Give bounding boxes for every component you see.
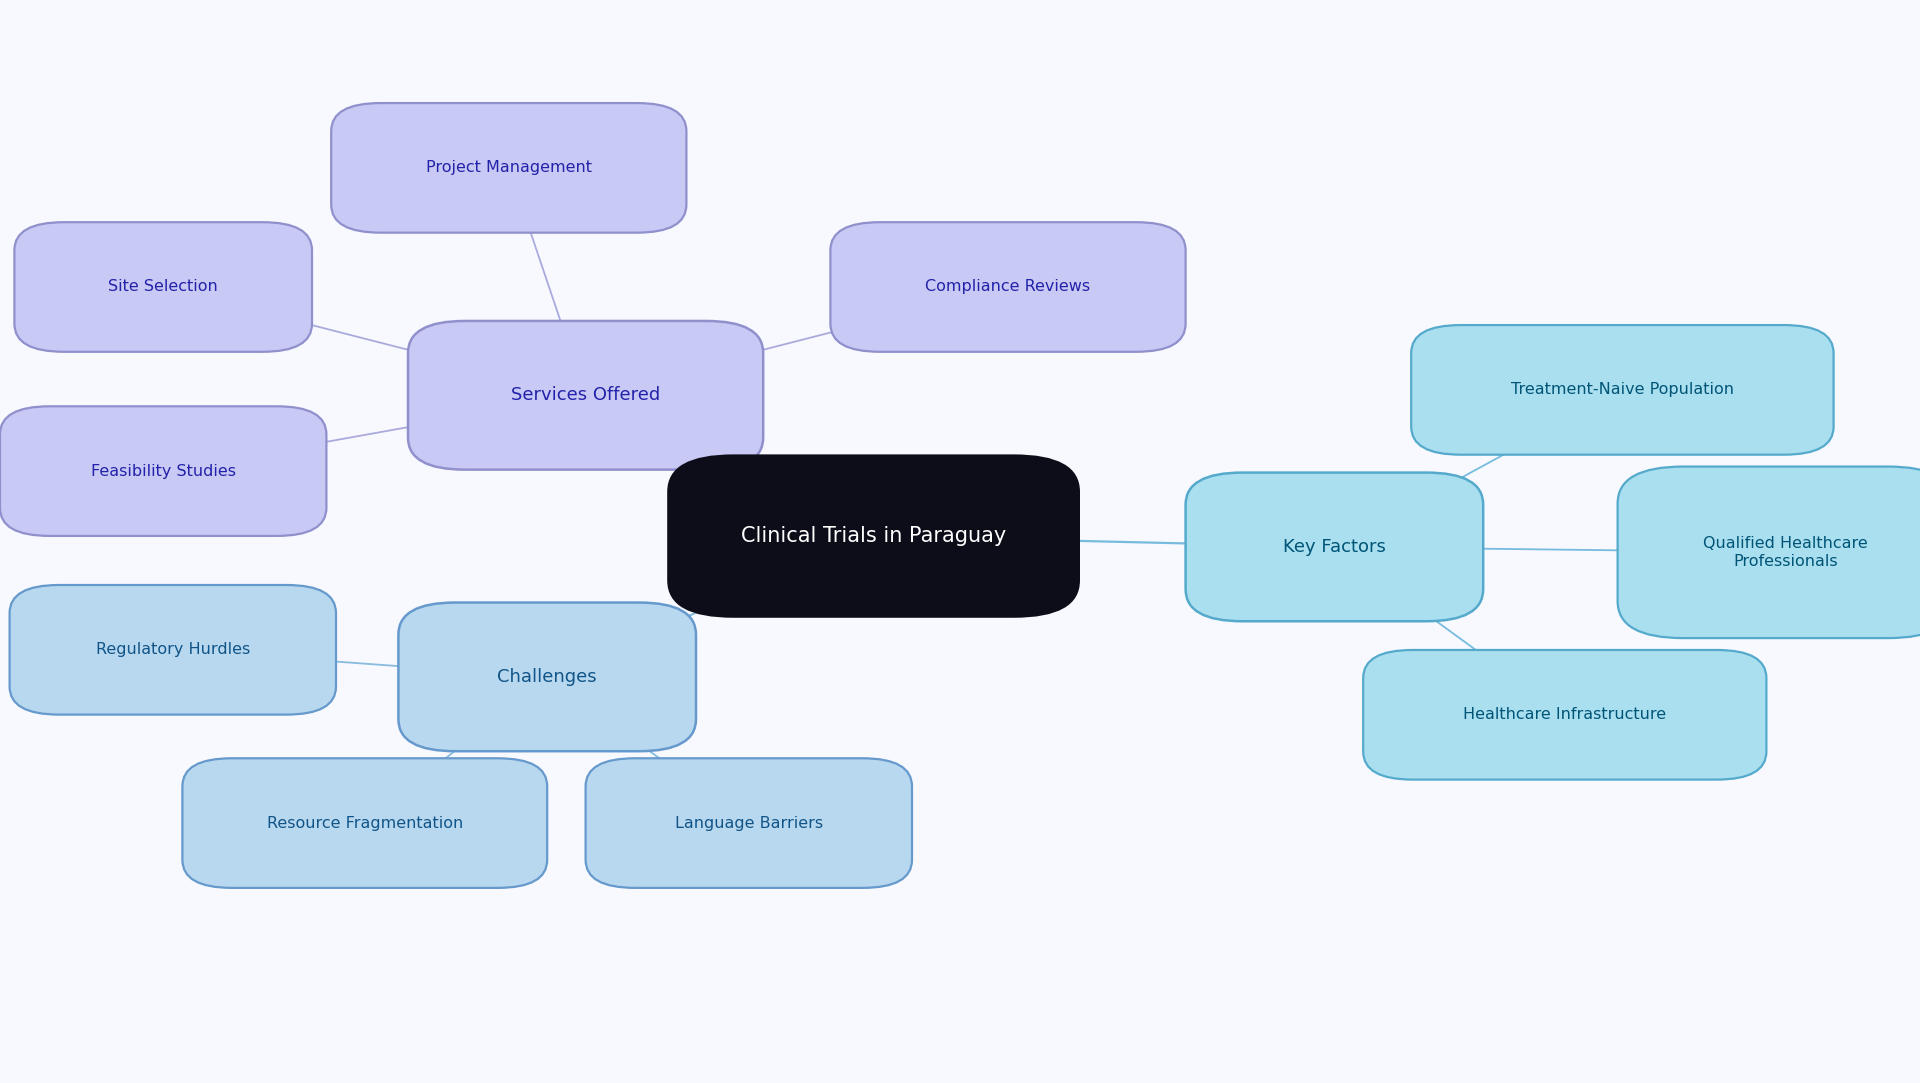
FancyBboxPatch shape xyxy=(1411,325,1834,455)
Text: Regulatory Hurdles: Regulatory Hurdles xyxy=(96,642,250,657)
Text: Healthcare Infrastructure: Healthcare Infrastructure xyxy=(1463,707,1667,722)
Text: Services Offered: Services Offered xyxy=(511,387,660,404)
FancyBboxPatch shape xyxy=(1617,467,1920,638)
FancyBboxPatch shape xyxy=(668,455,1079,617)
FancyBboxPatch shape xyxy=(397,602,695,752)
FancyBboxPatch shape xyxy=(407,321,762,470)
FancyBboxPatch shape xyxy=(586,758,912,888)
FancyBboxPatch shape xyxy=(182,758,547,888)
Text: Treatment-Naive Population: Treatment-Naive Population xyxy=(1511,382,1734,397)
Text: Qualified Healthcare
Professionals: Qualified Healthcare Professionals xyxy=(1703,536,1868,569)
Text: Feasibility Studies: Feasibility Studies xyxy=(90,464,236,479)
Text: Compliance Reviews: Compliance Reviews xyxy=(925,279,1091,295)
FancyBboxPatch shape xyxy=(829,222,1185,352)
Text: Clinical Trials in Paraguay: Clinical Trials in Paraguay xyxy=(741,526,1006,546)
Text: Project Management: Project Management xyxy=(426,160,591,175)
FancyBboxPatch shape xyxy=(1185,472,1482,622)
FancyBboxPatch shape xyxy=(10,585,336,715)
Text: Key Factors: Key Factors xyxy=(1283,538,1386,556)
Text: Language Barriers: Language Barriers xyxy=(674,815,824,831)
Text: Site Selection: Site Selection xyxy=(108,279,219,295)
FancyBboxPatch shape xyxy=(15,222,311,352)
FancyBboxPatch shape xyxy=(1363,650,1766,780)
FancyBboxPatch shape xyxy=(0,406,326,536)
FancyBboxPatch shape xyxy=(332,103,687,233)
Text: Challenges: Challenges xyxy=(497,668,597,686)
Text: Resource Fragmentation: Resource Fragmentation xyxy=(267,815,463,831)
